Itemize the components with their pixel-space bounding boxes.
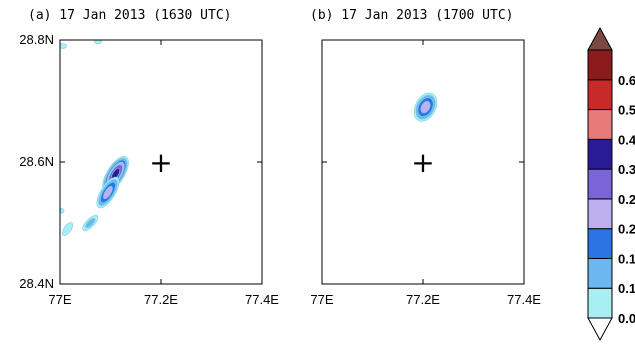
- colorbar-label: 0.05: [618, 311, 635, 326]
- panel-a-contour-feature-4: [60, 207, 65, 214]
- panel-a-ytick-label: 28.6N: [19, 154, 54, 169]
- panel-a-plus-marker: +: [149, 146, 172, 179]
- colorbar-upper-extend: [587, 26, 613, 51]
- colorbar-label: 0.5: [618, 103, 635, 118]
- colorbar-segment: [587, 168, 613, 200]
- colorbar-label: 0.1: [618, 281, 635, 296]
- colorbar-segment: [587, 109, 613, 140]
- colorbar-segment: [587, 287, 613, 319]
- colorbar-lower-extend: [587, 317, 613, 342]
- panel-b-plus-marker: +: [411, 146, 434, 179]
- panel-a-contour-level-0.05: [60, 43, 67, 49]
- panel-a-xtick-label: 77.4E: [245, 292, 279, 307]
- panel-b-field: [413, 92, 438, 122]
- panel-a-xtick-label: 77.2E: [144, 292, 178, 307]
- panel-a-xtick-label: 77E: [48, 292, 71, 307]
- panel-a-contour-level-0.05: [60, 207, 65, 214]
- panel-a-contour-feature-5: [60, 43, 67, 49]
- colorbar-label: 0.15: [618, 251, 635, 266]
- panel-a-contour-feature-6: [94, 40, 102, 45]
- colorbar-segment: [587, 79, 613, 111]
- colorbar-label: 0.2: [618, 222, 635, 237]
- panel-b-contour-feature-0: [413, 92, 438, 122]
- panel-a-marker-glyph: +: [149, 146, 172, 179]
- colorbar-segment: [587, 49, 613, 81]
- panel-b: (b) 17 Jan 2013 (1700 UTC) 77E 77.2E 77.4E…: [310, 8, 541, 307]
- panel-a-contour-feature-1: [96, 176, 120, 209]
- colorbar: 0.05 0.1 0.15 0.2 0.25 0.3 0.4 0.5 0.6: [587, 26, 635, 342]
- panel-b-xtick-label: 77.4E: [507, 292, 541, 307]
- panel-a-contour-level-0.2: [103, 185, 113, 200]
- panel-a-contour-level-0.05: [94, 40, 102, 45]
- panel-b-title: (b) 17 Jan 2013 (1700 UTC): [310, 8, 514, 23]
- panel-a-field: [60, 40, 129, 236]
- panel-b-marker-glyph: +: [411, 146, 434, 179]
- colorbar-label: 0.25: [618, 192, 635, 207]
- panel-b-contour-level-0.2: [420, 101, 431, 114]
- colorbar-label: 0.4: [618, 132, 635, 147]
- colorbar-label: 0.3: [618, 162, 635, 177]
- panel-a-ytick-label: 28.8N: [19, 32, 54, 47]
- colorbar-segment: [587, 228, 613, 259]
- colorbar-label: 0.6: [618, 73, 635, 88]
- panel-a-ytick-label: 28.4N: [19, 276, 54, 291]
- panel-a-contour-feature-3: [62, 222, 74, 236]
- colorbar-segment: [587, 198, 613, 230]
- panel-a-contour-feature-2: [82, 215, 99, 231]
- panel-a-contour-level-0.05: [62, 222, 74, 236]
- colorbar-segment: [587, 138, 613, 170]
- panel-a-title: (a) 17 Jan 2013 (1630 UTC): [28, 8, 232, 23]
- panel-a: (a) 17 Jan 2013 (1630 UTC) 77E 77.2E 77.4E…: [19, 8, 279, 307]
- panel-b-xtick-label: 77.2E: [406, 292, 440, 307]
- panel-a-contour-level-0.1: [85, 217, 96, 229]
- panel-b-xtick-label: 77E: [310, 292, 333, 307]
- colorbar-segment: [587, 257, 613, 289]
